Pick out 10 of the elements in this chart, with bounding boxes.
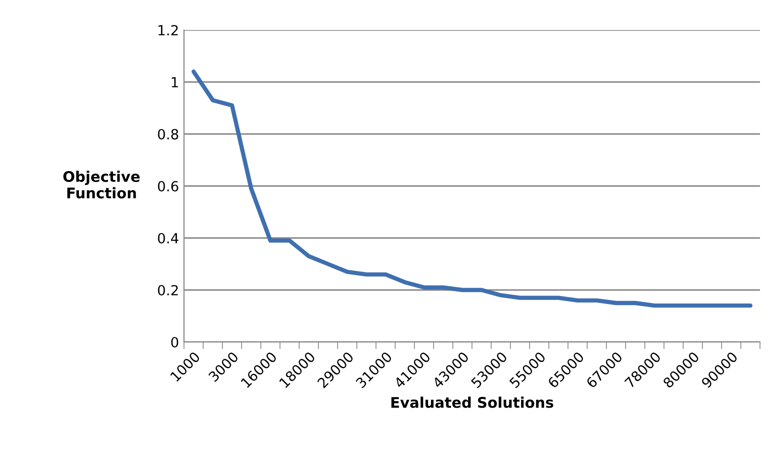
y-tick-label: 0.2 [158,284,178,296]
line-series [192,70,752,308]
y-tick-label: 0.8 [158,128,178,140]
y-tick-label: 1 [172,77,178,88]
y-tick-label: 1.2 [158,24,178,36]
y-axis-title: Objective Function [63,170,140,198]
y-tick-label: 0 [171,336,178,348]
y-tick-label: 0.4 [158,232,178,244]
y-tick-label: 0.6 [158,180,178,192]
x-axis-title: Evaluated Solutions [391,396,554,408]
